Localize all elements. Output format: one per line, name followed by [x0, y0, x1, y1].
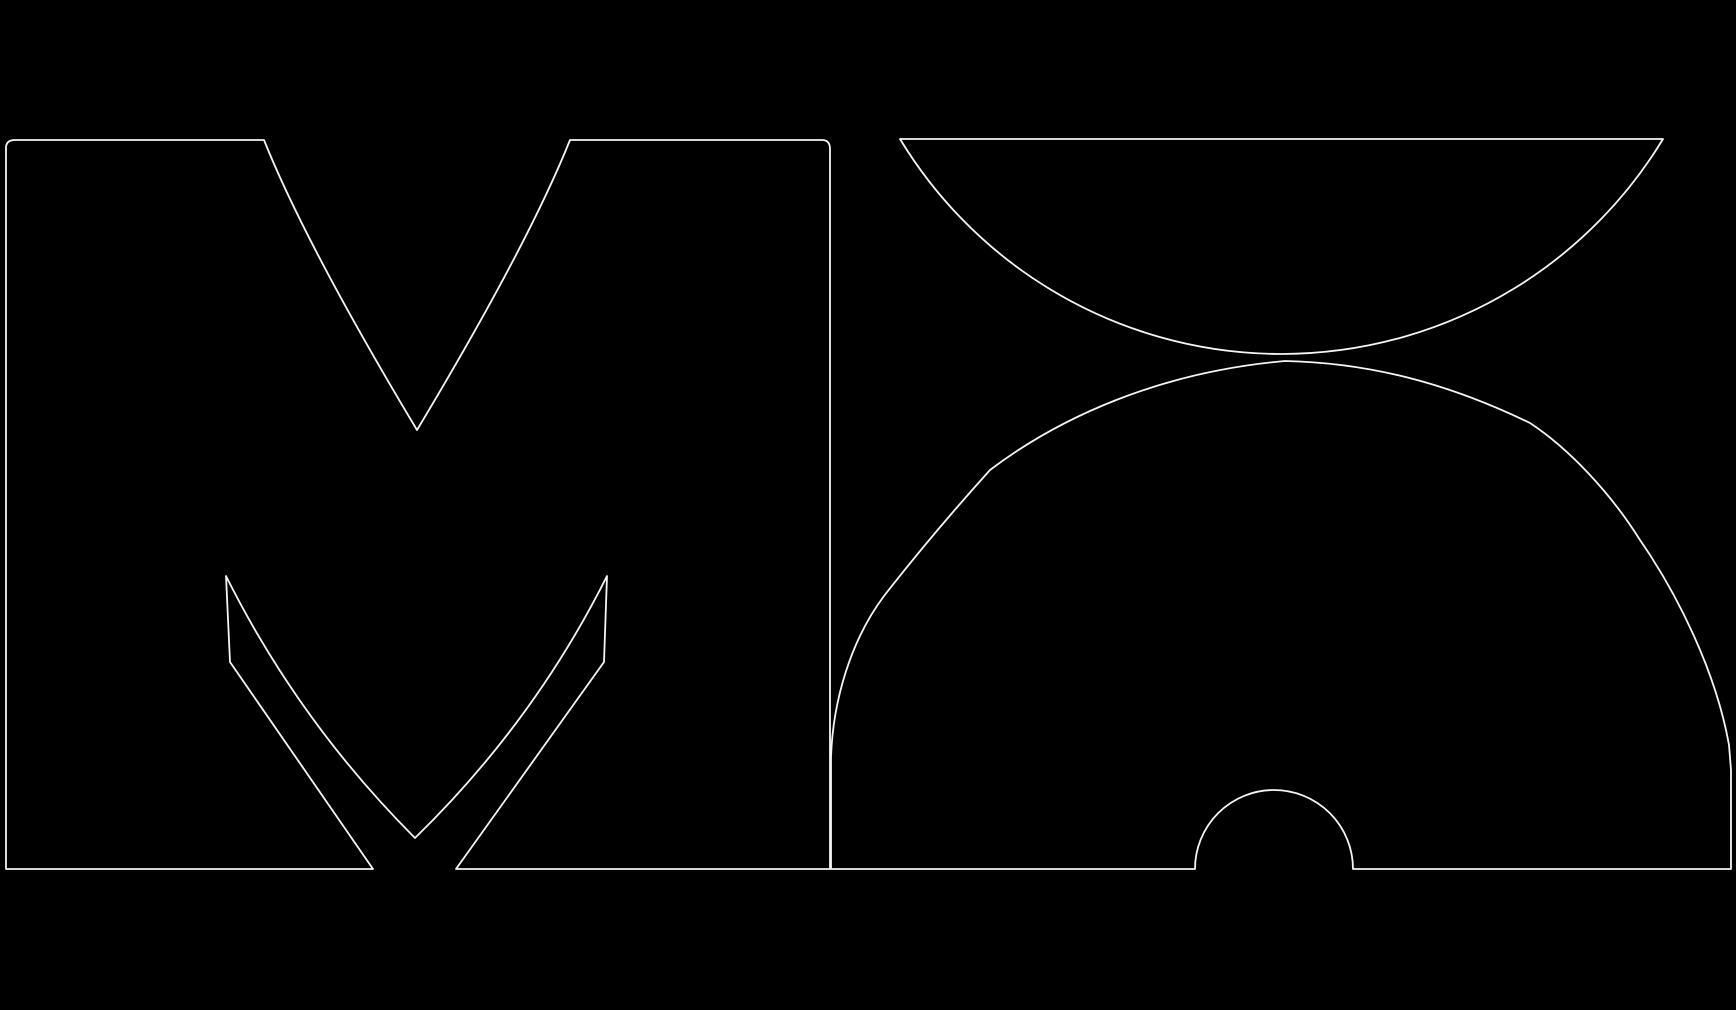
letter-m-shape	[5, 139, 831, 870]
dome-arch-shape	[830, 360, 1732, 870]
bowl-shape	[899, 138, 1664, 355]
